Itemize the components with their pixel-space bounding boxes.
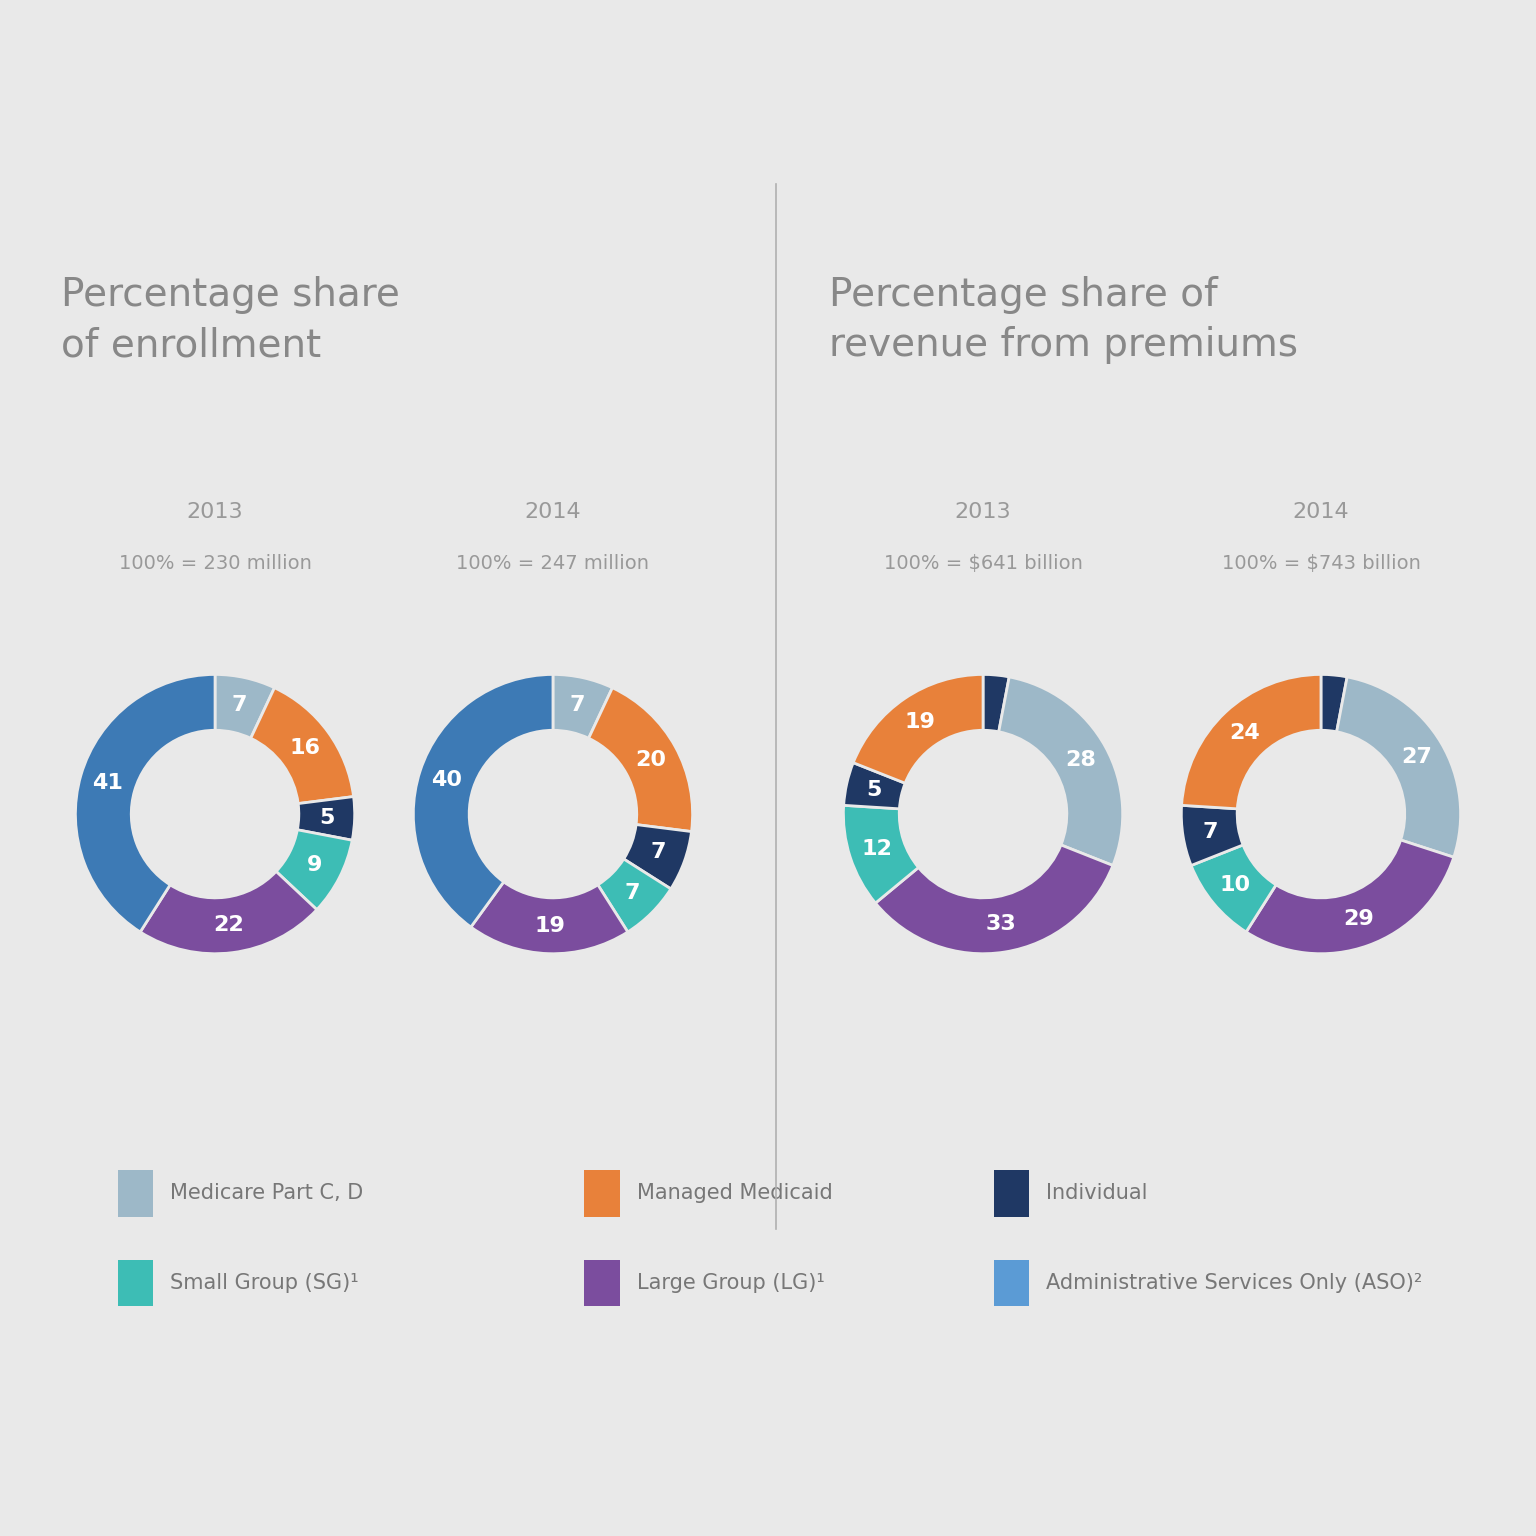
Text: 29: 29 — [1344, 909, 1375, 929]
Wedge shape — [1190, 845, 1276, 932]
Wedge shape — [472, 882, 628, 954]
Wedge shape — [843, 763, 905, 809]
Text: 19: 19 — [535, 915, 565, 935]
Text: Large Group (LG)¹: Large Group (LG)¹ — [636, 1272, 825, 1293]
Wedge shape — [843, 805, 919, 903]
Wedge shape — [140, 871, 316, 954]
Text: Percentage share
of enrollment: Percentage share of enrollment — [61, 276, 401, 364]
Bar — [994, 1260, 1029, 1306]
Text: 2013: 2013 — [955, 502, 1011, 522]
Wedge shape — [276, 829, 352, 909]
Wedge shape — [553, 674, 613, 739]
Text: 27: 27 — [1402, 746, 1433, 766]
Wedge shape — [215, 674, 275, 739]
Text: 2014: 2014 — [1293, 502, 1349, 522]
Text: 20: 20 — [636, 750, 667, 770]
Text: 12: 12 — [862, 839, 892, 859]
Wedge shape — [588, 688, 693, 831]
Text: 7: 7 — [232, 696, 247, 716]
Text: 28: 28 — [1066, 750, 1097, 770]
Wedge shape — [998, 677, 1123, 865]
Text: Small Group (SG)¹: Small Group (SG)¹ — [170, 1272, 359, 1293]
Text: 2013: 2013 — [187, 502, 243, 522]
Text: 19: 19 — [905, 711, 935, 731]
Text: 24: 24 — [1229, 722, 1260, 742]
Text: 7: 7 — [624, 883, 639, 903]
Bar — [584, 1170, 619, 1217]
Wedge shape — [1336, 677, 1461, 857]
Text: 100% = $743 billion: 100% = $743 billion — [1221, 554, 1421, 573]
Wedge shape — [250, 688, 353, 803]
Text: Percentage share of
revenue from premiums: Percentage share of revenue from premium… — [829, 276, 1298, 364]
Wedge shape — [298, 797, 355, 840]
Text: 2014: 2014 — [525, 502, 581, 522]
Wedge shape — [1321, 674, 1347, 731]
Bar — [584, 1260, 619, 1306]
Wedge shape — [598, 859, 671, 932]
Wedge shape — [413, 674, 553, 928]
Text: 22: 22 — [214, 915, 244, 935]
Text: 7: 7 — [570, 696, 585, 716]
Text: 7: 7 — [1203, 822, 1218, 842]
Text: Medicare Part C, D: Medicare Part C, D — [170, 1183, 364, 1204]
Wedge shape — [624, 825, 691, 889]
Text: 16: 16 — [290, 739, 321, 759]
Wedge shape — [876, 845, 1114, 954]
Wedge shape — [983, 674, 1009, 731]
Text: 7: 7 — [650, 842, 665, 862]
Text: 41: 41 — [92, 773, 123, 793]
Wedge shape — [852, 674, 983, 783]
Text: 100% = $641 billion: 100% = $641 billion — [883, 554, 1083, 573]
Text: 100% = 230 million: 100% = 230 million — [118, 554, 312, 573]
Text: Individual: Individual — [1046, 1183, 1147, 1204]
Wedge shape — [1246, 840, 1453, 954]
Bar — [118, 1170, 154, 1217]
Text: Administrative Services Only (ASO)²: Administrative Services Only (ASO)² — [1046, 1272, 1422, 1293]
Bar — [118, 1260, 154, 1306]
Text: 9: 9 — [307, 856, 323, 876]
Text: 40: 40 — [432, 770, 462, 790]
Bar — [994, 1170, 1029, 1217]
Text: 5: 5 — [319, 808, 335, 828]
Wedge shape — [75, 674, 215, 932]
Text: 100% = 247 million: 100% = 247 million — [456, 554, 650, 573]
Text: 33: 33 — [985, 914, 1015, 934]
Text: Managed Medicaid: Managed Medicaid — [636, 1183, 833, 1204]
Text: 10: 10 — [1220, 876, 1250, 895]
Text: 5: 5 — [866, 780, 882, 800]
Wedge shape — [1181, 674, 1321, 809]
Wedge shape — [1181, 805, 1243, 865]
